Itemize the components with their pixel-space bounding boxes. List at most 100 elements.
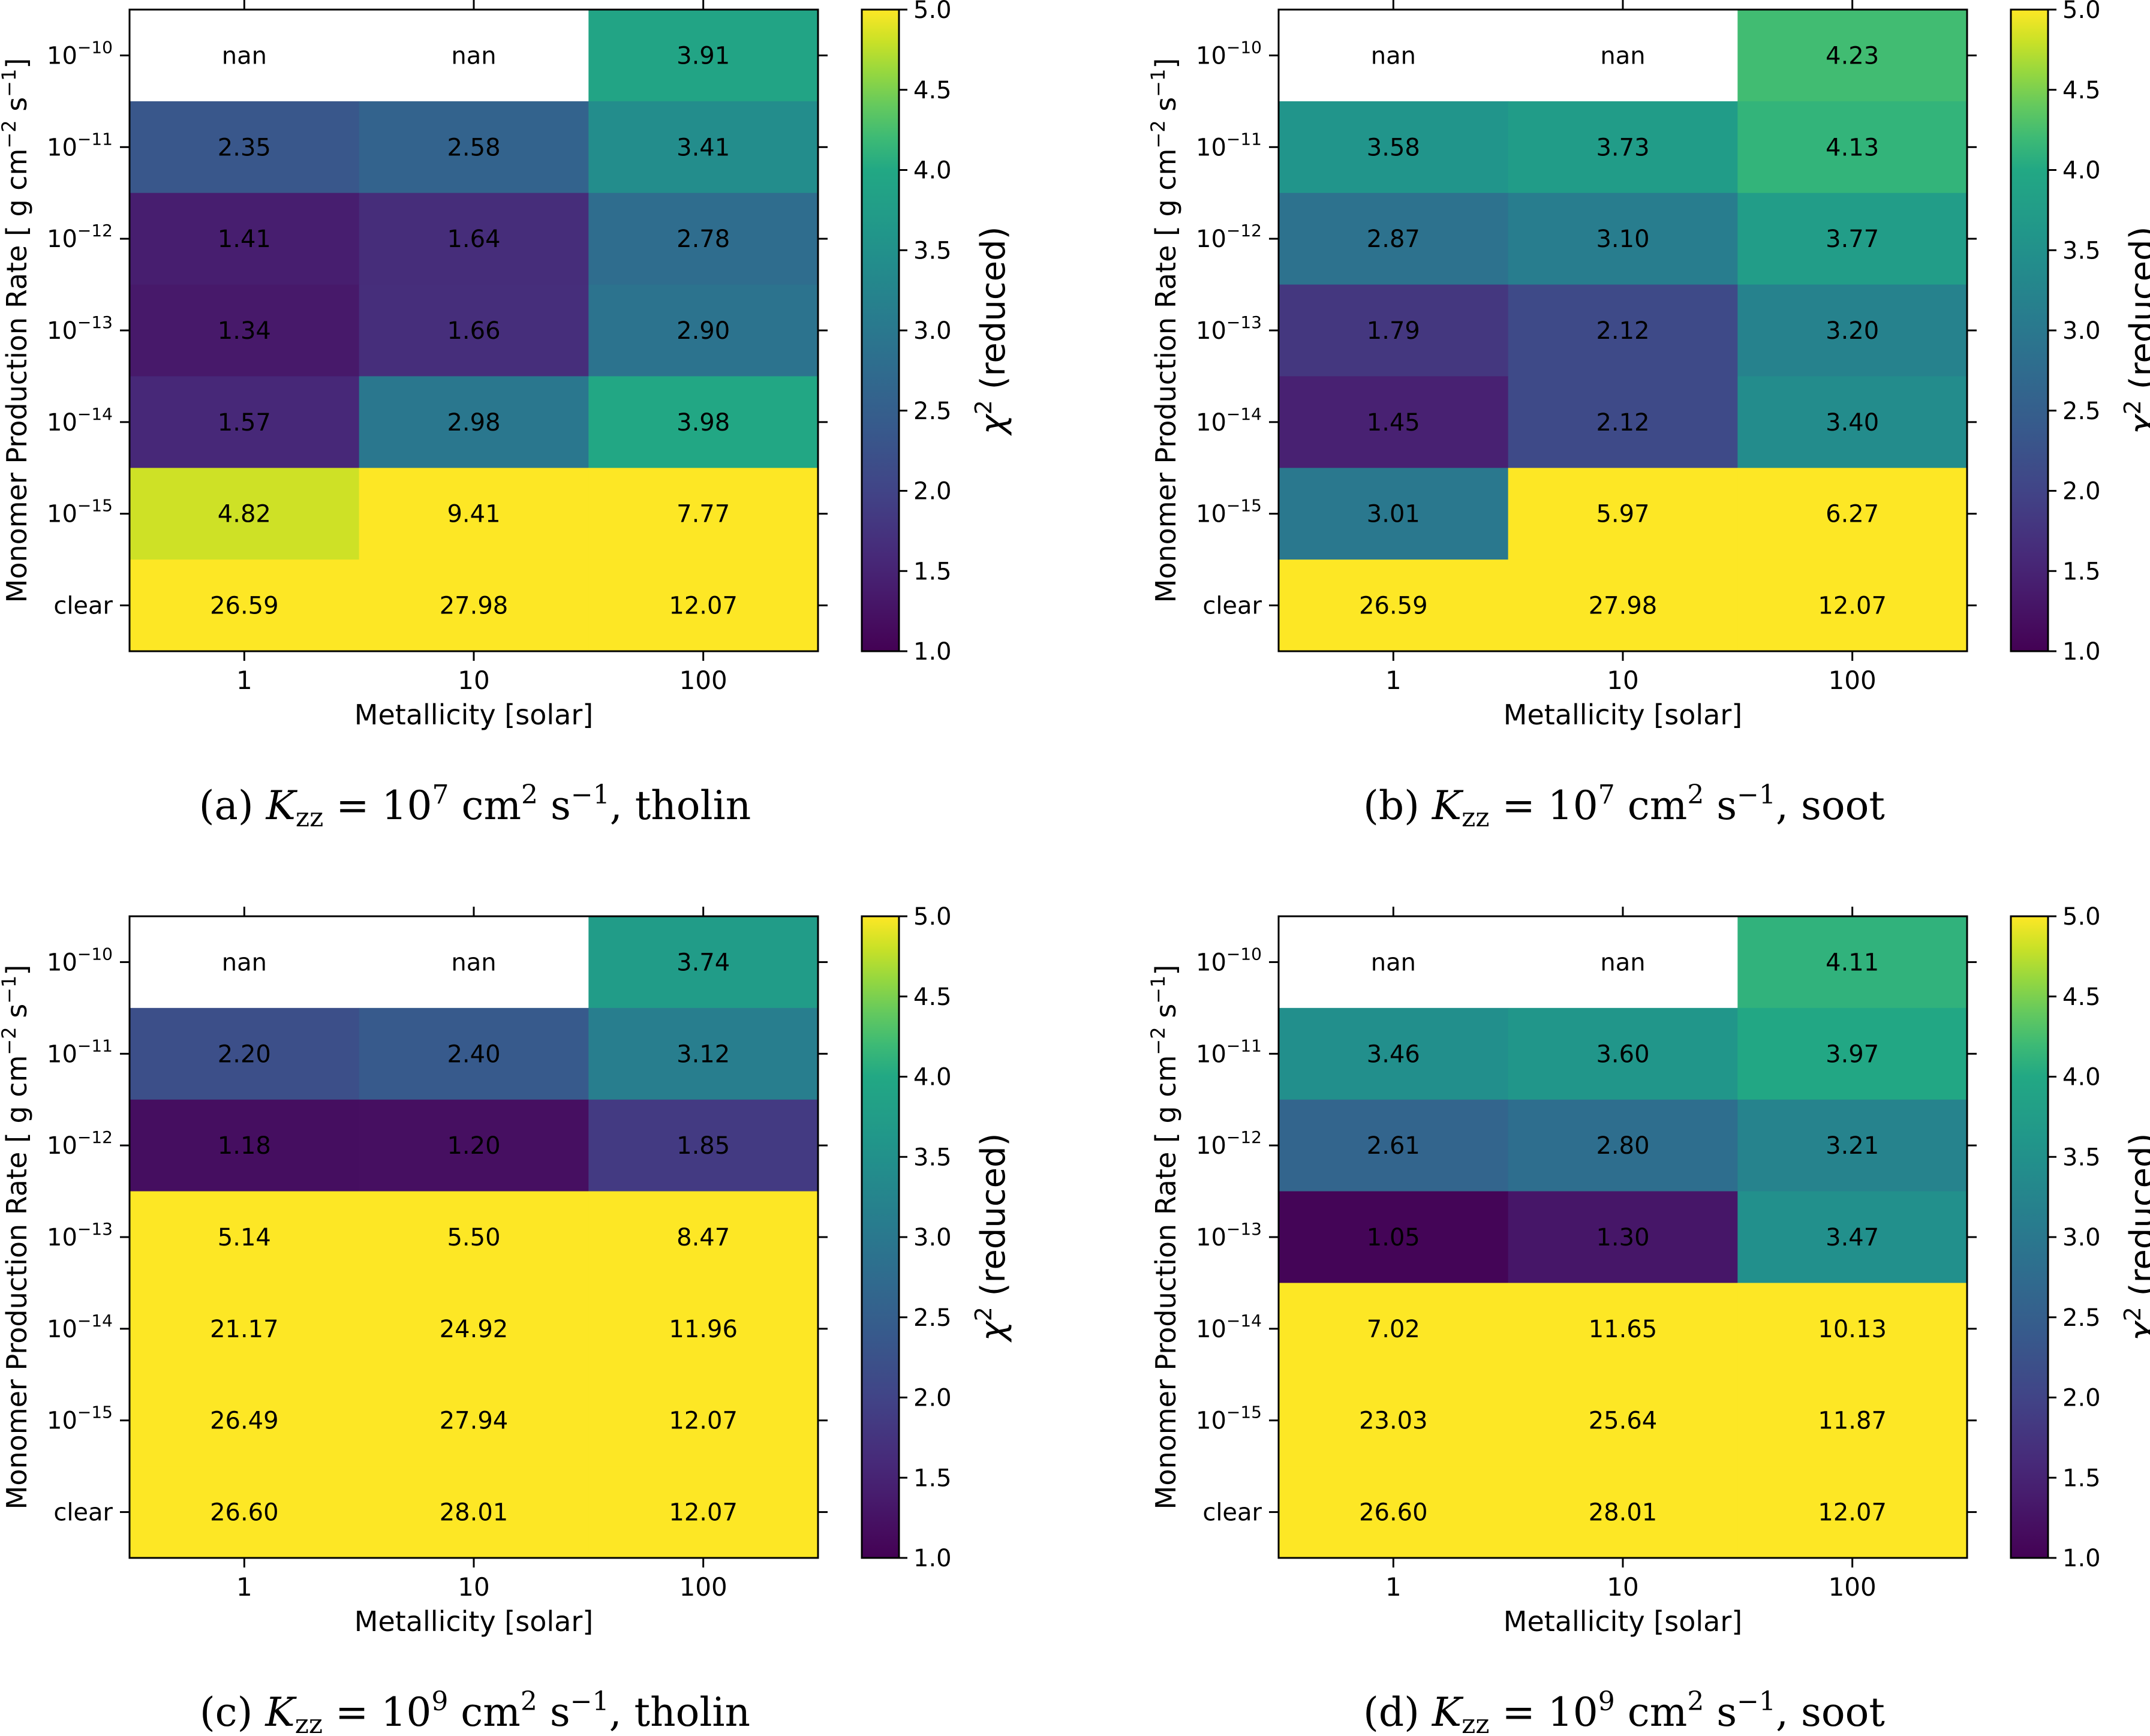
cell-value-label: 1.41 [218,225,271,253]
heatmap-cell [588,192,819,285]
cell-value-label: 3.01 [1367,501,1420,528]
x-tick-label: 1 [1385,666,1402,695]
cell-value-label: nan [1371,949,1416,976]
cell-value-label: nan [451,42,496,70]
heatmap-cell [359,1191,589,1283]
heatmap-cell [1279,101,1509,194]
heatmap-cell [588,1374,819,1467]
heatmap-cell [588,916,819,1009]
heatmap-cell [1279,192,1509,285]
cell-value-label: 3.91 [676,42,730,70]
panel-caption: (d) Kzz = 109 cm2 s−1, soot [1363,1686,1885,1736]
colorbar-tick-label: 3.0 [2062,317,2101,345]
colorbar-tick-label: 3.5 [2062,1144,2101,1171]
cell-value-label: 26.60 [210,1499,279,1527]
heatmap-cell [588,468,819,560]
colorbar [861,915,900,1559]
heatmap-cell [359,1374,589,1467]
heatmap-cell [359,284,589,377]
y-tick-label: 10−10 [47,37,113,70]
heatmap-cell [1737,10,1968,102]
heatmap-cell [130,1099,360,1192]
colorbar-tick-label: 2.0 [913,478,952,506]
cell-value-label: 2.20 [218,1040,271,1068]
cell-value-label: 1.45 [1367,409,1420,437]
cell-value-label: 2.80 [1596,1132,1649,1160]
heatmap-cell [1279,468,1509,560]
y-tick-label: clear [1202,592,1262,620]
colorbar-label: χ2 (reduced) [2119,1133,2150,1343]
heatmap-cell [130,1007,360,1100]
y-tick-label: 10−15 [1196,1403,1262,1435]
colorbar-tick-label: 3.0 [2062,1224,2101,1251]
cell-value-label: 1.30 [1596,1224,1649,1251]
cell-value-label: 9.41 [447,501,500,528]
y-axis-label: Monomer Production Rate [ g cm−2 s−1] [1147,58,1182,603]
heatmap-cell [1737,1374,1968,1467]
x-tick-label: 10 [458,1572,489,1602]
cell-value-label: 3.97 [1826,1040,1879,1068]
heatmap-cell [1737,1283,1968,1375]
colorbar-tick-label: 5.0 [913,903,952,931]
heatmap-cell [588,1283,819,1375]
colorbar [2010,8,2049,652]
cell-value-label: 26.49 [210,1407,279,1435]
y-tick-label: 10−11 [47,129,113,161]
cell-value-label: 5.50 [447,1224,500,1251]
heatmap-cell [359,468,589,560]
heatmap-cell [1508,10,1738,102]
heatmap-cell [130,10,360,102]
y-axis-label: Monomer Production Rate [ g cm−2 s−1] [0,58,33,603]
y-tick-label: 10−13 [47,1219,113,1251]
cell-value-label: 1.85 [676,1132,730,1160]
cell-value-label: 27.98 [1589,592,1658,620]
y-tick-label: clear [53,1499,113,1527]
heatmap-cell [1279,10,1509,102]
heatmap-cell [130,192,360,285]
cell-value-label: 2.58 [447,134,500,161]
cell-value-label: 1.20 [447,1132,500,1160]
heatmap-cell [1737,101,1968,194]
cell-value-label: 23.03 [1359,1407,1428,1435]
colorbar-tick-label: 2.0 [2062,1385,2101,1412]
cell-value-label: 1.79 [1367,317,1420,345]
colorbar-tick-label: 4.5 [913,983,952,1011]
y-tick-label: 10−12 [47,221,113,253]
x-axis-label: Metallicity [solar] [354,699,593,731]
cell-value-label: nan [1371,42,1416,70]
cell-value-label: 2.87 [1367,225,1420,253]
heatmap-cell [1508,101,1738,194]
panel-caption: (c) Kzz = 109 cm2 s−1, tholin [200,1686,750,1736]
colorbar-tick-label: 2.5 [2062,398,2101,425]
heatmap-cell [1508,1007,1738,1100]
heatmap-cell [1508,916,1738,1009]
y-tick-label: 10−15 [1196,496,1262,528]
heatmap-cell [130,1466,360,1559]
cell-value-label: nan [222,949,267,976]
heatmap-cell [130,916,360,1009]
colorbar-label: χ2 (reduced) [2119,227,2150,437]
cell-value-label: nan [1600,949,1645,976]
colorbar-tick-label: 1.5 [913,1464,952,1492]
x-tick-label: 1 [1385,1572,1402,1602]
heatmap-cell [1508,1099,1738,1192]
cell-value-label: 3.12 [676,1040,730,1068]
heatmap-cell [359,1007,589,1100]
cell-value-label: 2.35 [218,134,271,161]
colorbar [861,8,900,652]
cell-value-label: 12.07 [669,1499,738,1527]
colorbar-tick-label: 2.0 [2062,478,2101,506]
colorbar-tick-label: 4.5 [913,77,952,104]
heatmap-cell [588,284,819,377]
x-tick-label: 1 [236,666,252,695]
cell-value-label: 12.07 [669,1407,738,1435]
heatmap-cell [359,559,589,652]
heatmap-cell [359,192,589,285]
heatmap-cell [1508,559,1738,652]
cell-value-label: 11.87 [1818,1407,1887,1435]
heatmap-cell [359,376,589,468]
heatmap-cell [1737,1007,1968,1100]
cell-value-label: 4.11 [1826,949,1879,976]
heatmap-cell [1508,468,1738,560]
cell-value-label: 25.64 [1589,1407,1658,1435]
